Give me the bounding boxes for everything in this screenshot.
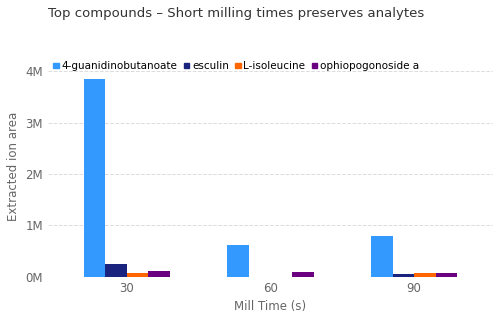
Bar: [228, 245, 249, 276]
X-axis label: Mill Time (s): Mill Time (s): [234, 300, 306, 313]
Bar: [148, 271, 170, 276]
Bar: [371, 236, 392, 276]
Bar: [436, 273, 457, 276]
Bar: [392, 274, 414, 276]
Y-axis label: Extracted ion area: Extracted ion area: [7, 112, 20, 221]
Bar: [127, 273, 148, 276]
Bar: [414, 273, 436, 276]
Legend: 4-guanidinobutanoate, esculin, L-isoleucine, ophiopogonoside a: 4-guanidinobutanoate, esculin, L-isoleuc…: [53, 61, 419, 71]
Bar: [106, 264, 127, 276]
Bar: [84, 79, 106, 276]
Text: Top compounds – Short milling times preserves analytes: Top compounds – Short milling times pres…: [48, 7, 424, 20]
Bar: [292, 272, 314, 276]
